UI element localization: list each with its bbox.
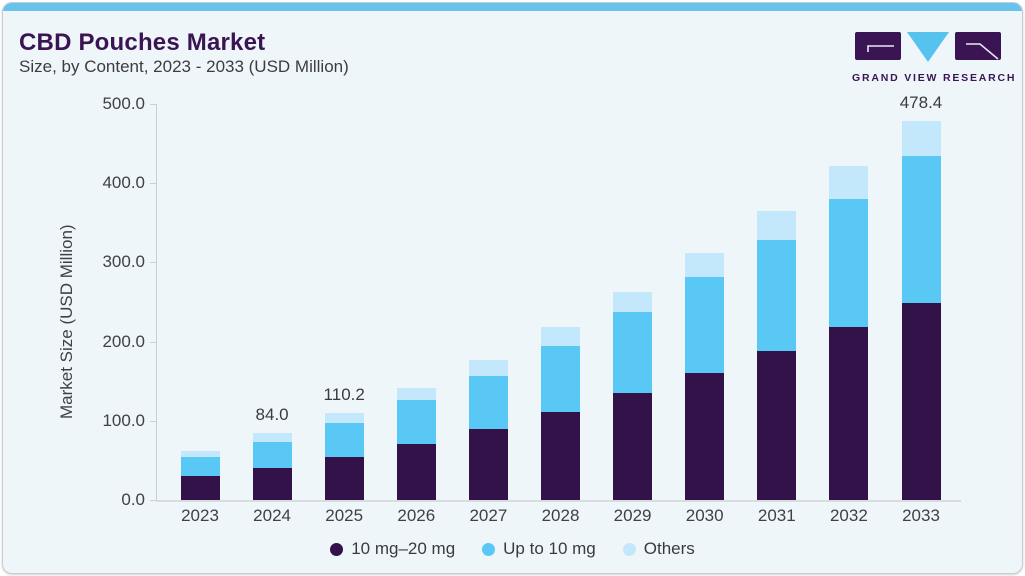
y-tick-label: 300.0	[102, 252, 145, 272]
bar-segment	[180, 475, 220, 500]
bar-segment	[252, 441, 292, 468]
x-tick-label: 2030	[685, 506, 724, 525]
bar-segment	[468, 429, 508, 500]
legend-swatch-icon	[622, 542, 636, 556]
legend-item: Others	[622, 539, 695, 559]
chart-legend: 10 mg–20 mg Up to 10 mg Others	[3, 539, 1022, 559]
legend-swatch-icon	[482, 542, 496, 556]
bar-segment	[613, 393, 653, 500]
page-title: CBD Pouches Market	[19, 29, 266, 56]
bar-total-label: 84.0	[255, 405, 289, 425]
legend-swatch-icon	[330, 542, 344, 556]
x-tick-label: 2032	[829, 506, 868, 525]
bar-segment	[396, 443, 436, 500]
legend-item: 10 mg–20 mg	[330, 539, 455, 559]
x-tick-label: 2026	[397, 506, 436, 525]
y-tick-mark	[150, 262, 156, 264]
y-axis-title: Market Size (USD Million)	[57, 224, 76, 419]
y-tick-label: 400.0	[102, 173, 145, 193]
grand-view-research-logo: GRAND VIEW RESEARCH	[852, 32, 1017, 84]
bar-segment	[685, 277, 725, 374]
legend-label: 10 mg–20 mg	[351, 539, 456, 558]
bar-segment	[324, 457, 364, 500]
bar-segment	[757, 210, 797, 240]
legend-label: Up to 10 mg	[503, 539, 596, 558]
y-tick-label: 100.0	[102, 410, 145, 430]
bar-segment	[252, 433, 292, 442]
bar-segment	[324, 422, 364, 458]
bar-segment	[541, 412, 580, 500]
y-tick-label: 0.0	[121, 490, 145, 509]
bar-segment	[180, 457, 220, 476]
x-tick-label: 2029	[613, 506, 652, 525]
bar-segment	[396, 387, 436, 401]
bar-segment	[324, 412, 364, 423]
bar-segment	[180, 450, 220, 458]
bar-segment	[829, 166, 869, 200]
y-tick-label: 500.0	[102, 94, 145, 113]
x-tick-label: 2025	[325, 506, 364, 525]
bar-segment	[468, 359, 508, 376]
x-tick-label: 2033	[902, 506, 940, 525]
bar-segment	[901, 302, 941, 500]
legend-item: Up to 10 mg	[482, 539, 596, 559]
x-axis-line	[156, 500, 961, 502]
bar-total-label: 478.4	[899, 93, 943, 113]
x-tick-label: 2024	[253, 506, 291, 525]
y-tick-mark	[150, 341, 156, 343]
bar-segment	[685, 373, 725, 500]
bar-segment	[757, 239, 797, 351]
bar-segment	[757, 350, 797, 500]
logo-wordmark: GRAND VIEW RESEARCH	[852, 72, 1017, 84]
x-tick-label: 2027	[469, 506, 508, 525]
y-tick-mark	[150, 104, 156, 105]
gvr-logo-icon	[855, 32, 1001, 62]
page-subtitle: Size, by Content, 2023 - 2033 (USD Milli…	[19, 57, 349, 76]
bar-segment	[685, 253, 725, 278]
bar-segment	[541, 345, 580, 413]
x-tick-label: 2028	[541, 506, 580, 525]
y-tick-mark	[150, 500, 156, 501]
bar-segment	[613, 312, 653, 394]
bar-segment	[901, 121, 941, 157]
y-tick-mark	[150, 183, 156, 185]
bar-segment	[541, 327, 580, 346]
accent-strip	[3, 3, 1022, 11]
bar-segment	[829, 199, 869, 328]
y-tick-mark	[150, 420, 156, 422]
y-tick-label: 200.0	[102, 331, 145, 351]
bar-segment	[252, 467, 292, 500]
bar-segment	[613, 292, 653, 313]
bar-segment	[468, 375, 508, 430]
bar-segment	[901, 156, 941, 303]
bar-segment	[829, 327, 869, 500]
x-tick-label: 2031	[757, 506, 796, 525]
legend-label: Others	[643, 539, 695, 558]
x-tick-label: 2023	[181, 506, 219, 525]
bar-segment	[396, 400, 436, 444]
y-axis-line	[156, 104, 157, 500]
bar-total-label: 110.2	[323, 384, 365, 404]
